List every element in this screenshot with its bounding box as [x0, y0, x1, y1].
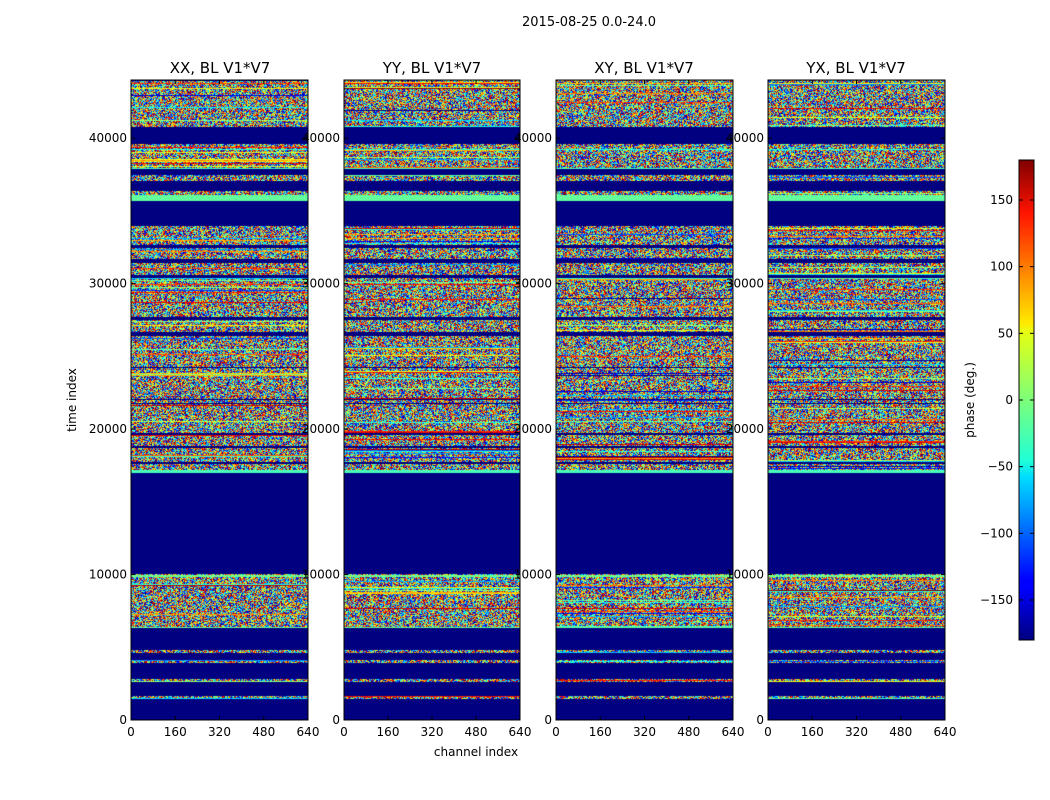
- heatmap-xy: [556, 80, 733, 720]
- x-tick-label: 320: [208, 725, 231, 739]
- colorbar-tick-label: 100: [990, 260, 1013, 274]
- heatmap-yy: [344, 80, 520, 720]
- y-tick-label: 10000: [514, 568, 552, 582]
- y-tick-label: 30000: [726, 277, 764, 291]
- panel-yx: YX, BL V1*V7 0 160 320 480 640 0 10000 20000 30…: [726, 59, 957, 739]
- y-tick-label: 0: [332, 713, 340, 727]
- x-tick-label: 640: [509, 725, 532, 739]
- colorbar-tick-label: −150: [980, 593, 1013, 607]
- x-tick-label: 160: [801, 725, 824, 739]
- panel-xx: XX, BL V1*V7 0 160 320 480 640 0 10000 20000 30…: [89, 59, 320, 739]
- panel-yy: YY, BL V1*V7 0 160 320 480 640 0 10000 20000 30…: [302, 59, 532, 739]
- y-tick-label: 40000: [302, 131, 340, 145]
- panel-title-yx: YX, BL V1*V7: [805, 59, 906, 77]
- x-tick-label: 480: [465, 725, 488, 739]
- y-tick-label: 0: [544, 713, 552, 727]
- y-tick-label: 40000: [514, 131, 552, 145]
- y-tick-label: 0: [756, 713, 764, 727]
- colorbar-tick-label: 150: [990, 193, 1013, 207]
- x-tick-label: 320: [633, 725, 656, 739]
- y-tick-label: 30000: [302, 277, 340, 291]
- colorbar-tick-label: 50: [998, 326, 1013, 340]
- x-tick-label: 480: [677, 725, 700, 739]
- x-tick-label: 320: [845, 725, 868, 739]
- colorbar: 150 100 50 0 −50 −100 −150 phase (deg.): [963, 159, 1035, 641]
- colorbar-tick-label: −50: [988, 460, 1013, 474]
- x-tick-label: 0: [764, 725, 772, 739]
- x-axis-label: channel index: [434, 745, 518, 759]
- colorbar-label: phase (deg.): [963, 362, 977, 438]
- x-tick-label: 160: [164, 725, 187, 739]
- chart-suptitle: 2015-08-25 0.0-24.0: [522, 15, 656, 30]
- x-tick-label: 0: [552, 725, 560, 739]
- panel-title-xy: XY, BL V1*V7: [594, 59, 694, 77]
- x-tick-label: 480: [889, 725, 912, 739]
- x-tick-label: 160: [589, 725, 612, 739]
- panel-title-yy: YY, BL V1*V7: [382, 59, 481, 77]
- y-tick-label: 10000: [726, 568, 764, 582]
- panel-xy: XY, BL V1*V7 0 160 320 480 640 0 10000 20000 30…: [514, 59, 745, 739]
- y-tick-label: 10000: [89, 568, 127, 582]
- x-tick-label: 0: [340, 725, 348, 739]
- y-tick-label: 20000: [302, 422, 340, 436]
- x-tick-label: 480: [252, 725, 275, 739]
- colorbar-tick-label: −100: [980, 526, 1013, 540]
- y-tick-label: 30000: [514, 277, 552, 291]
- y-tick-label: 10000: [302, 568, 340, 582]
- heatmap-yx: [768, 80, 945, 720]
- panel-title-xx: XX, BL V1*V7: [170, 59, 271, 77]
- y-tick-label: 40000: [89, 131, 127, 145]
- heatmap-xx: [131, 80, 308, 720]
- x-tick-label: 0: [127, 725, 135, 739]
- y-tick-label: 0: [119, 713, 127, 727]
- colorbar-tick-label: 0: [1005, 393, 1013, 407]
- x-tick-label: 320: [421, 725, 444, 739]
- x-tick-label: 640: [934, 725, 957, 739]
- y-tick-label: 20000: [514, 422, 552, 436]
- x-tick-label: 640: [722, 725, 745, 739]
- y-axis-label: time index: [65, 368, 79, 432]
- x-tick-label: 160: [377, 725, 400, 739]
- y-tick-label: 30000: [89, 277, 127, 291]
- y-tick-label: 40000: [726, 131, 764, 145]
- y-tick-label: 20000: [89, 422, 127, 436]
- x-tick-label: 640: [297, 725, 320, 739]
- y-tick-label: 20000: [726, 422, 764, 436]
